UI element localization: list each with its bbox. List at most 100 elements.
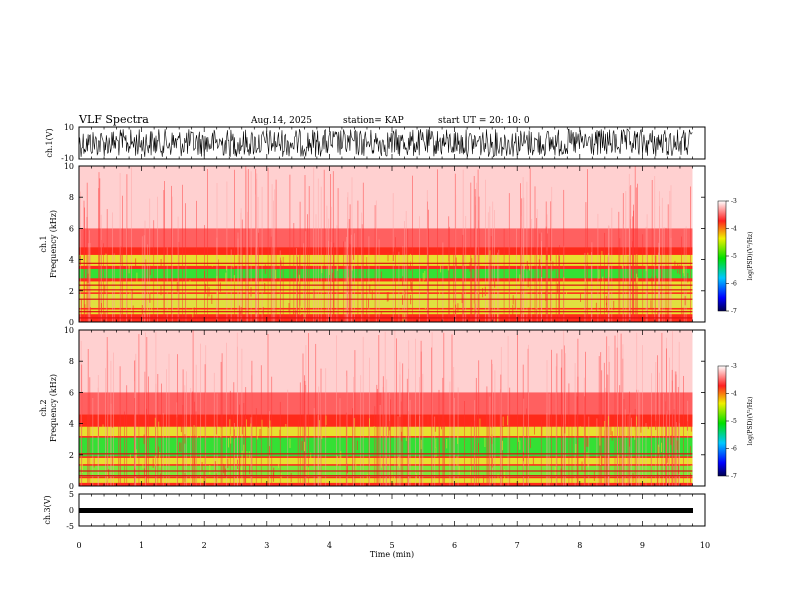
spec-streak bbox=[345, 412, 347, 486]
spec-streak bbox=[419, 377, 420, 486]
spec-streak bbox=[297, 420, 299, 486]
spec-streak bbox=[122, 195, 123, 323]
spec-streak bbox=[668, 410, 670, 487]
spec-streak bbox=[218, 259, 219, 323]
spec-speck bbox=[587, 457, 589, 468]
spec-streak bbox=[485, 179, 486, 322]
spec-streak bbox=[216, 183, 218, 323]
spec-streak bbox=[107, 350, 109, 486]
spec-speck bbox=[535, 299, 537, 310]
spec-streak bbox=[577, 376, 579, 486]
ch2-colorbar-label: log(PSD)(V²/Hz) bbox=[747, 397, 754, 446]
spec-ytick-label: 6 bbox=[69, 388, 74, 397]
spec-speck bbox=[143, 434, 145, 444]
spec-speck bbox=[563, 277, 565, 287]
spec-speck bbox=[230, 434, 232, 444]
spec-speck bbox=[405, 254, 407, 264]
spec-speck bbox=[403, 291, 405, 301]
spec-speck bbox=[677, 263, 679, 274]
spec-band bbox=[79, 281, 693, 293]
spec-speck bbox=[193, 425, 195, 435]
spec-speck bbox=[112, 418, 113, 428]
x-tick-label: 7 bbox=[515, 541, 520, 550]
spec-streak bbox=[379, 404, 381, 487]
ch3-ytick-bottom: -5 bbox=[66, 522, 74, 531]
spec-streak bbox=[422, 373, 424, 486]
spec-speck bbox=[398, 456, 400, 467]
spec-streak bbox=[333, 251, 335, 323]
spec-speck bbox=[80, 308, 82, 319]
spec-speck bbox=[82, 463, 83, 473]
spec-speck bbox=[682, 307, 684, 318]
spec-speck bbox=[457, 303, 459, 313]
spec-streak bbox=[650, 416, 652, 487]
spec-band bbox=[79, 293, 693, 308]
spec-streak bbox=[455, 194, 457, 322]
spec-streak bbox=[523, 197, 525, 323]
spec-streak bbox=[492, 201, 494, 322]
spec-streak bbox=[304, 380, 306, 487]
spec-streak bbox=[330, 174, 331, 323]
spec-speck bbox=[650, 300, 652, 310]
spec-speck bbox=[237, 459, 239, 470]
spec-tone-line bbox=[79, 311, 693, 313]
spec-speck bbox=[401, 431, 403, 442]
spec-streak bbox=[574, 363, 576, 487]
spec-streak bbox=[339, 398, 341, 487]
spec-speck bbox=[420, 439, 422, 450]
spec-streak bbox=[584, 396, 585, 486]
spec-speck bbox=[482, 287, 484, 298]
spec-streak bbox=[521, 216, 522, 323]
spec-streak bbox=[627, 414, 629, 486]
spec-speck bbox=[690, 473, 691, 483]
spec-streak bbox=[407, 228, 409, 322]
spec-streak bbox=[182, 369, 184, 486]
spec-streak bbox=[320, 186, 322, 323]
spec-streak bbox=[318, 386, 320, 487]
spec-speck bbox=[678, 464, 680, 474]
spec-speck bbox=[560, 468, 562, 478]
spec-speck bbox=[386, 292, 388, 302]
spec-streak bbox=[551, 186, 553, 323]
spec-streak bbox=[639, 392, 641, 486]
spec-streak bbox=[261, 186, 263, 323]
spec-streak bbox=[346, 236, 347, 323]
spec-streak bbox=[317, 178, 319, 322]
spec-speck bbox=[674, 260, 676, 271]
spec-speck bbox=[602, 276, 604, 287]
spec-streak bbox=[92, 397, 94, 486]
spec-speck bbox=[502, 416, 504, 426]
spec-speck bbox=[102, 424, 104, 434]
spec-streak bbox=[362, 336, 364, 487]
spec-streak bbox=[105, 368, 106, 487]
x-tick-label: 8 bbox=[577, 541, 582, 550]
spec-streak bbox=[216, 393, 218, 487]
spec-speck bbox=[636, 416, 638, 426]
spec-streak bbox=[605, 391, 607, 487]
spec-streak bbox=[105, 254, 107, 323]
spec-streak bbox=[303, 243, 305, 323]
spec-streak bbox=[477, 169, 479, 323]
spec-streak bbox=[503, 228, 505, 322]
spec-speck bbox=[422, 272, 424, 283]
spec-speck bbox=[575, 443, 577, 454]
spec-streak bbox=[313, 408, 315, 487]
spec-speck bbox=[690, 464, 692, 475]
spec-streak bbox=[681, 236, 682, 323]
spec-streak bbox=[669, 357, 670, 486]
spec-speck bbox=[636, 273, 638, 284]
spec-speck bbox=[411, 282, 413, 292]
spec-streak bbox=[351, 177, 353, 322]
spec-streak bbox=[323, 169, 325, 322]
spec-streak bbox=[398, 251, 400, 322]
spec-streak bbox=[267, 167, 269, 323]
spec-streak bbox=[489, 206, 491, 323]
ch1-ytick-bottom: -10 bbox=[61, 154, 74, 163]
spec-streak bbox=[657, 355, 658, 486]
spec-streak bbox=[622, 344, 624, 487]
spec-speck bbox=[129, 292, 131, 303]
colorbar-tick-label: -5 bbox=[731, 253, 737, 260]
spec-streak bbox=[213, 372, 215, 486]
spec-streak bbox=[100, 214, 102, 322]
spec-streak bbox=[462, 234, 464, 323]
